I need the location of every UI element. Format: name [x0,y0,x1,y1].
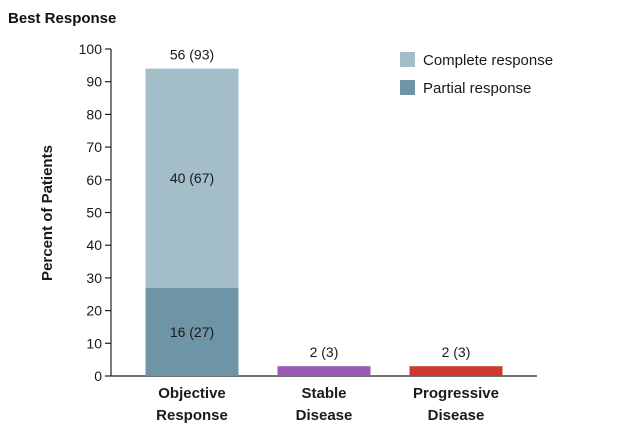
y-tick-label: 40 [86,237,102,253]
legend-swatch [400,52,415,67]
legend-label: Partial response [423,80,531,97]
legend-label: Complete response [423,52,553,69]
x-category-label: Response [156,407,228,424]
y-tick-label: 60 [86,172,102,188]
y-tick-label: 30 [86,270,102,286]
axes: 0 10 20 30 40 50 60 70 80 90 100 [79,41,537,384]
y-tick-label: 70 [86,139,102,155]
y-tick-label: 10 [86,335,102,351]
segment-label: 16 (27) [170,324,214,340]
bar-segment [145,287,239,376]
y-tick-label: 20 [86,303,102,319]
y-tick-label: 100 [79,41,103,57]
legend-swatch [400,80,415,95]
x-category-label: Progressive [413,385,499,402]
x-category-label: Objective [158,385,226,402]
legend: Complete response Partial response [400,52,553,97]
y-tick-label: 50 [86,205,102,221]
data-labels: 16 (27) 40 (67) 56 (93) 2 (3) 2 (3) [170,47,471,361]
bar-segment [409,366,503,376]
x-category-label: Disease [428,407,485,424]
y-tick-label: 90 [86,74,102,90]
bar-total-label: 2 (3) [310,344,339,360]
y-tick-label: 0 [94,368,102,384]
y-tick-label: 80 [86,106,102,122]
chart-title: Best Response [8,10,117,27]
x-category-label: Disease [296,407,353,424]
y-axis-label: Percent of Patients [39,145,56,281]
bar-segment [277,366,371,376]
x-category-labels: Objective Response Stable Disease Progressiv… [156,385,499,424]
x-category-label: Stable [301,385,346,402]
bar-total-label: 56 (93) [170,47,214,63]
bar-total-label: 2 (3) [442,344,471,360]
bar-segment [145,68,239,288]
segment-label: 40 (67) [170,170,214,186]
bars [145,68,503,376]
